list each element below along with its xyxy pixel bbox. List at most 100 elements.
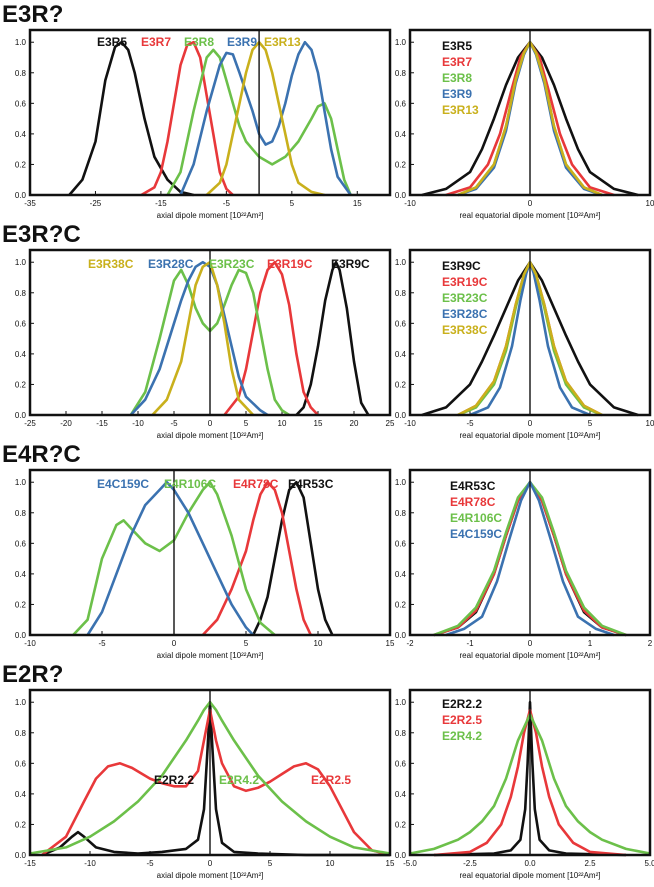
legend-label-e4r106c: E4R106C bbox=[450, 511, 502, 525]
series-line-e3r19c bbox=[223, 260, 319, 416]
legend-label-e3r7: E3R7 bbox=[442, 55, 472, 69]
series-line-e3r9 bbox=[179, 40, 352, 196]
x-tick-label: 20 bbox=[350, 419, 359, 428]
legend-label-e2r2-2: E2R2.2 bbox=[442, 697, 482, 711]
y-tick-label: 0.6 bbox=[15, 99, 27, 108]
x-tick-label: 5 bbox=[244, 639, 249, 648]
legend-label-e4r78c: E4R78C bbox=[450, 495, 496, 509]
y-tick-label: 0.8 bbox=[395, 729, 407, 738]
y-tick-label: 1.0 bbox=[15, 38, 27, 47]
y-tick-label: 0.0 bbox=[395, 631, 407, 640]
plot-frame bbox=[28, 688, 392, 857]
y-tick-label: 0.8 bbox=[395, 289, 407, 298]
chart-e4rc-axial: 0.0 0.2 0.4 0.6 0.8 1.0 -10 -5 0 5 10 15 axial dipol… bbox=[15, 468, 395, 660]
legend-label-e2r4-2: E2R4.2 bbox=[219, 773, 259, 787]
chart-e3rc-axial: 0.0 0.2 0.4 0.6 0.8 1.0 -25 -20 -15 -10 -5 0 5 10 15 20… bbox=[15, 248, 395, 440]
series-line-e3r8 bbox=[166, 48, 352, 196]
legend-label-e4r106c: E4R106C bbox=[164, 477, 216, 491]
legend-label-e4r78c: E4R78C bbox=[233, 477, 279, 491]
y-tick-label: 1.0 bbox=[15, 258, 27, 267]
x-axis-label: real equatorial dipole moment [10²²Am²] bbox=[460, 431, 601, 440]
series-line-e3r23c bbox=[129, 268, 290, 417]
y-tick-label: 0.0 bbox=[395, 851, 407, 860]
x-tick-label: 10 bbox=[314, 639, 323, 648]
x-tick-label: 5.0 bbox=[644, 859, 654, 868]
y-tick-label: 0.4 bbox=[15, 790, 27, 799]
y-tick-label: 0.2 bbox=[15, 600, 27, 609]
y-tick-label: 0.4 bbox=[395, 570, 407, 579]
x-tick-label: 0 bbox=[172, 639, 177, 648]
x-tick-label: -5 bbox=[170, 419, 178, 428]
chart-e4rc-equatorial: 0.0 0.2 0.4 0.6 0.8 1.0 -2 -1 0 1 2 real equatorial… bbox=[395, 468, 653, 660]
series-line-e3r38c bbox=[151, 260, 255, 416]
x-tick-label: -5 bbox=[98, 639, 106, 648]
x-tick-label: -10 bbox=[404, 419, 416, 428]
x-tick-label: 15 bbox=[386, 859, 395, 868]
y-tick-label: 0.4 bbox=[15, 130, 27, 139]
plot-frame bbox=[408, 248, 652, 417]
x-tick-label: -15 bbox=[96, 419, 108, 428]
x-tick-label: 15 bbox=[386, 639, 395, 648]
series-line-e4c159c bbox=[86, 480, 255, 636]
plot-frame bbox=[408, 28, 652, 197]
y-tick-label: 0.2 bbox=[15, 380, 27, 389]
series-line-e2r2-2 bbox=[41, 700, 390, 857]
legend-label-e3r19c: E3R19C bbox=[267, 257, 313, 271]
section-title-e2r: E2R? bbox=[2, 661, 63, 688]
legend-label-e3r13: E3R13 bbox=[442, 103, 479, 117]
x-tick-label: 2 bbox=[648, 639, 653, 648]
legend-label-e3r38c: E3R38C bbox=[88, 257, 134, 271]
y-tick-label: 0.6 bbox=[15, 319, 27, 328]
legend-label-e4r53c: E4R53C bbox=[288, 477, 334, 491]
series-line-e4r53c bbox=[252, 480, 334, 636]
y-tick-label: 0.8 bbox=[15, 69, 27, 78]
y-tick-label: 0.4 bbox=[395, 350, 407, 359]
x-tick-label: 0.0 bbox=[524, 859, 536, 868]
legend-label-e3r9c: E3R9C bbox=[442, 259, 481, 273]
x-axis-label: axial dipole moment [10²²Am²] bbox=[157, 431, 264, 440]
y-tick-label: 0.4 bbox=[15, 570, 27, 579]
y-tick-label: 0.6 bbox=[15, 759, 27, 768]
y-tick-label: 0.0 bbox=[15, 191, 27, 200]
x-tick-label: -5 bbox=[466, 419, 474, 428]
legend-label-e3r7: E3R7 bbox=[141, 35, 171, 49]
y-tick-label: 0.6 bbox=[15, 539, 27, 548]
legend-label-e3r8: E3R8 bbox=[184, 35, 214, 49]
legend-label-e2r2-5: E2R2.5 bbox=[311, 773, 351, 787]
y-tick-label: 0.4 bbox=[15, 350, 27, 359]
y-tick-label: 0.2 bbox=[395, 600, 407, 609]
x-tick-label: 1 bbox=[588, 639, 593, 648]
x-tick-label: 10 bbox=[646, 199, 654, 208]
series-line-e3r5 bbox=[68, 40, 194, 197]
chart-e2r-equatorial: 0.0 0.2 0.4 0.6 0.8 1.0 -5.0 -2.5 0.0 2.5 5.0 real … bbox=[395, 688, 654, 880]
legend-label-e3r28c: E3R28C bbox=[148, 257, 194, 271]
x-tick-label: 5 bbox=[244, 419, 249, 428]
plot-frame bbox=[28, 468, 392, 637]
legend-label-e3r23c: E3R23C bbox=[209, 257, 255, 271]
legend-label-e4c159c: E4C159C bbox=[97, 477, 149, 491]
y-tick-label: 0.0 bbox=[395, 411, 407, 420]
legend-label-e3r38c: E3R38C bbox=[442, 323, 488, 337]
y-tick-label: 0.6 bbox=[395, 99, 407, 108]
x-tick-label: -25 bbox=[90, 199, 102, 208]
x-tick-label: 15 bbox=[314, 419, 323, 428]
y-tick-label: 0.0 bbox=[15, 631, 27, 640]
series-line-e4r78c bbox=[201, 480, 312, 636]
y-tick-label: 0.8 bbox=[15, 729, 27, 738]
y-tick-label: 0.8 bbox=[15, 289, 27, 298]
y-tick-label: 0.0 bbox=[15, 851, 27, 860]
y-tick-label: 0.6 bbox=[395, 759, 407, 768]
x-tick-label: -2 bbox=[406, 639, 414, 648]
x-axis-label: real equatorial dipole moment [10²²Am²] bbox=[460, 211, 601, 220]
x-tick-label: -35 bbox=[24, 199, 36, 208]
y-tick-label: 1.0 bbox=[15, 478, 27, 487]
legend-label-e2r4-2: E2R4.2 bbox=[442, 729, 482, 743]
x-tick-label: -10 bbox=[84, 859, 96, 868]
x-tick-label: -10 bbox=[404, 199, 416, 208]
series-line-e2r2-5 bbox=[41, 708, 391, 857]
x-tick-label: 5 bbox=[268, 859, 273, 868]
y-tick-label: 1.0 bbox=[395, 698, 407, 707]
x-tick-label: 10 bbox=[646, 419, 654, 428]
x-tick-label: -25 bbox=[24, 419, 36, 428]
